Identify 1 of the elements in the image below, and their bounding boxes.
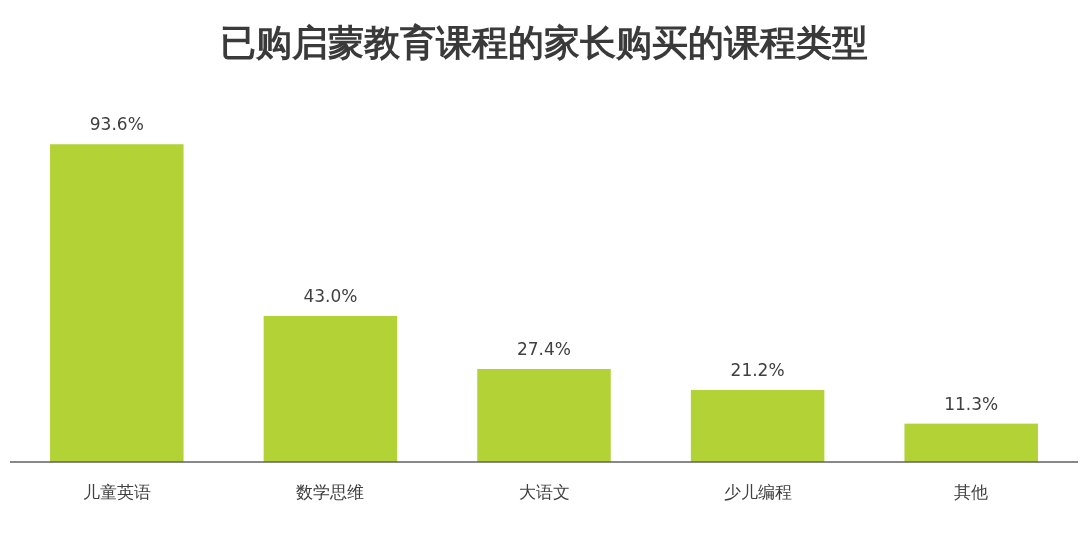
title: 已购启蒙教育课程的家长购买的课程类型 [220, 22, 868, 63]
